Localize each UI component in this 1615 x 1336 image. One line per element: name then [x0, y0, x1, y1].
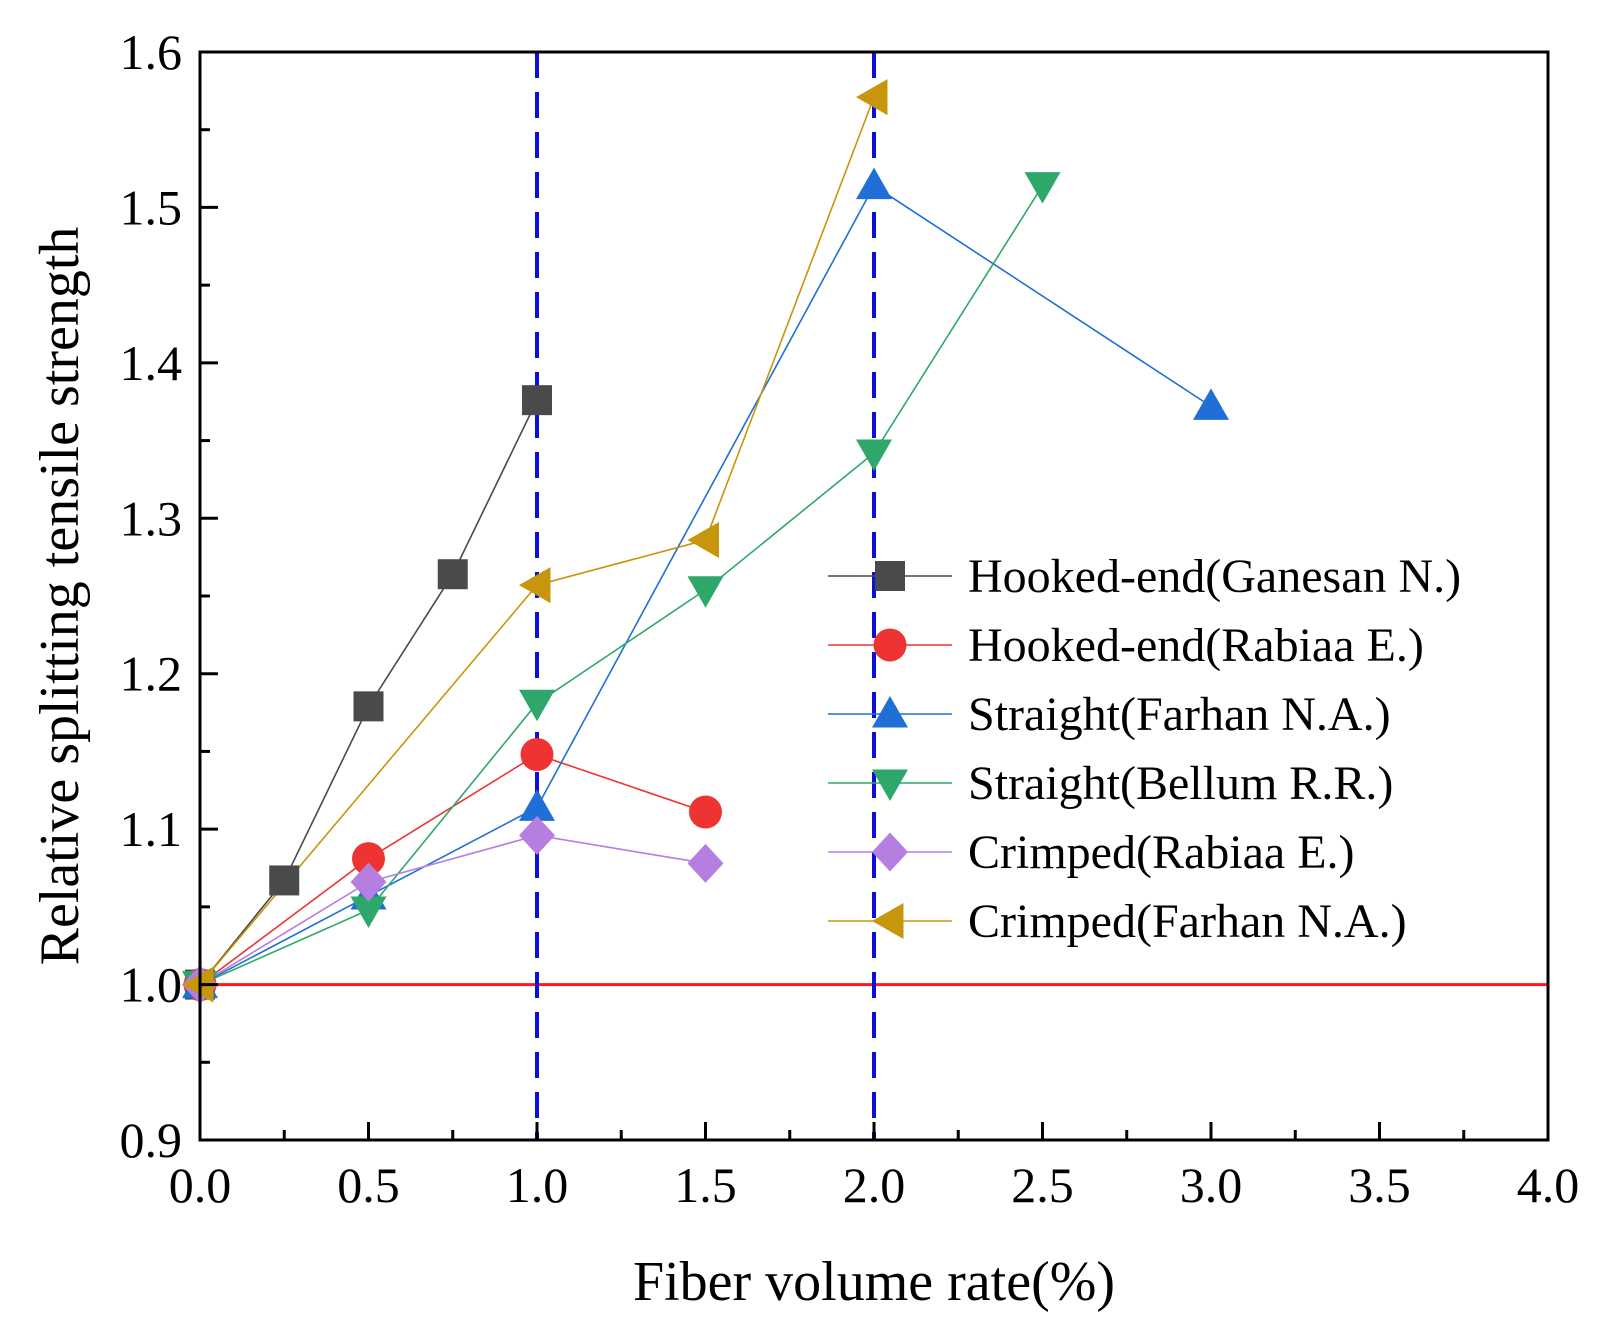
legend: Hooked-end(Ganesan N.) Hooked-end(Rabiaa …	[828, 550, 1461, 948]
x-axis-title: Fiber volume rate(%)	[633, 1251, 1115, 1313]
series-markers	[182, 79, 1229, 1005]
data-point	[687, 576, 724, 608]
data-point	[269, 865, 300, 896]
x-tick-label: 0.0	[169, 1157, 232, 1213]
series-line	[199, 96, 875, 986]
legend-label: Straight(Farhan N.A.)	[968, 688, 1391, 741]
data-point	[353, 691, 384, 722]
y-tick-label: 0.9	[120, 1112, 183, 1168]
data-point	[350, 862, 387, 902]
legend-item: Hooked-end(Ganesan N.)	[828, 550, 1461, 603]
series-line	[199, 185, 1044, 986]
data-point	[519, 815, 555, 855]
data-point	[520, 738, 554, 772]
legend-label: Hooked-end(Rabiaa E.)	[968, 619, 1424, 672]
legend-marker	[875, 561, 905, 591]
x-tick-label: 4.0	[1517, 1157, 1580, 1213]
series-line	[199, 834, 706, 986]
legend-marker	[872, 769, 908, 801]
x-tick-label: 2.5	[1011, 1157, 1074, 1213]
legend-item: Straight(Bellum R.R.)	[828, 757, 1393, 810]
data-point	[1193, 388, 1229, 420]
data-point	[856, 167, 892, 200]
data-point	[689, 795, 722, 829]
legend-label: Hooked-end(Ganesan N.)	[968, 550, 1461, 603]
data-point	[352, 842, 385, 876]
y-tick-label: 1.2	[120, 646, 183, 702]
legend-item: Straight(Farhan N.A.)	[828, 688, 1391, 741]
x-tick-label: 1.5	[674, 1157, 737, 1213]
data-point	[350, 896, 387, 928]
legend-label: Crimped(Farhan N.A.)	[968, 895, 1407, 948]
y-tick-label: 1.0	[120, 957, 183, 1013]
x-tick-label: 2.0	[843, 1157, 906, 1213]
legend-item: Crimped(Rabiaa E.)	[828, 826, 1355, 879]
legend-marker	[872, 696, 908, 728]
legend-marker	[872, 832, 908, 872]
legend-label: Straight(Bellum R.R.)	[968, 757, 1393, 810]
legend-marker	[873, 628, 907, 662]
data-point	[1024, 172, 1061, 204]
data-point	[519, 689, 555, 722]
series-lines	[199, 96, 1212, 986]
data-point	[437, 559, 468, 590]
y-tick-label: 1.5	[120, 179, 183, 235]
data-point	[856, 439, 892, 472]
legend-marker	[872, 903, 904, 939]
y-tick-label: 1.3	[120, 490, 183, 546]
y-axis-title: Relative splitting tensile strength	[29, 227, 91, 966]
data-point	[182, 966, 214, 1003]
x-tick-label: 3.0	[1180, 1157, 1243, 1213]
legend-item: Crimped(Farhan N.A.)	[828, 895, 1407, 948]
data-point	[856, 79, 888, 116]
legend-label: Crimped(Rabiaa E.)	[968, 826, 1355, 879]
data-point	[519, 567, 551, 604]
data-point	[522, 385, 552, 416]
reference-lines	[200, 52, 1548, 1140]
data-point	[519, 789, 555, 821]
data-point	[687, 843, 724, 883]
legend-item: Hooked-end(Rabiaa E.)	[828, 619, 1424, 672]
x-tick-label: 0.5	[337, 1157, 400, 1213]
y-tick-label: 1.6	[120, 24, 183, 80]
y-tick-label: 1.1	[120, 801, 183, 857]
x-tick-label: 1.0	[506, 1157, 569, 1213]
x-tick-label: 3.5	[1348, 1157, 1411, 1213]
ticks: 0.0 0.5 1.0 1.5 2.0 2.5 3.0 3.5 4.0 0.9 1.0 1.1 1.2 1…	[120, 24, 1580, 1213]
data-point	[687, 522, 719, 559]
y-tick-label: 1.4	[120, 335, 183, 391]
